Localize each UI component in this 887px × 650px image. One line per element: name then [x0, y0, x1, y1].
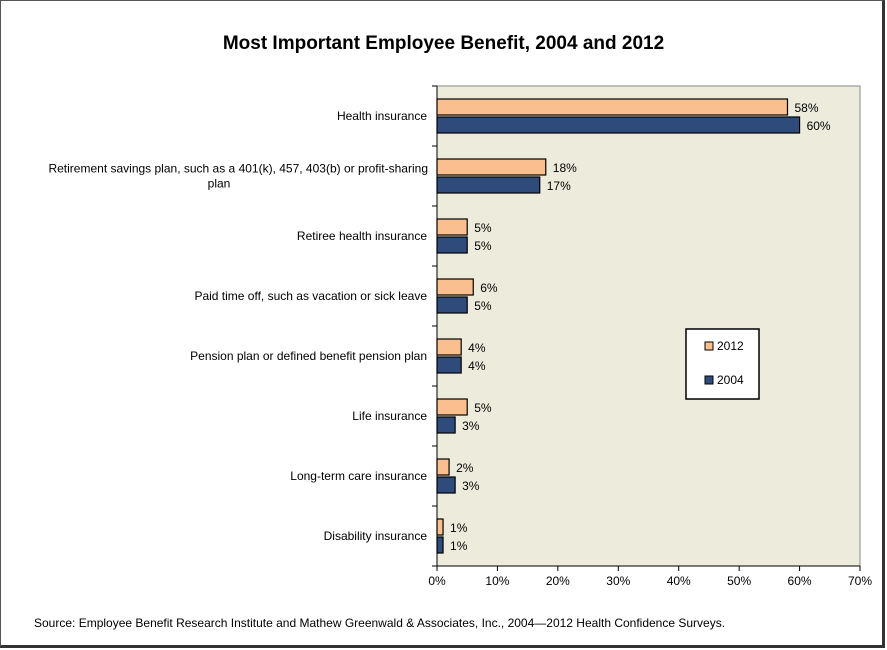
x-tick-label: 30% [606, 574, 630, 588]
data-label: 5% [474, 401, 492, 415]
plot-area [436, 85, 861, 567]
x-tick-label: 60% [788, 574, 812, 588]
data-label: 4% [468, 359, 486, 373]
x-tick-label: 50% [727, 574, 751, 588]
x-tick-label: 20% [546, 574, 570, 588]
x-tick-label: 10% [485, 574, 509, 588]
legend [685, 328, 760, 400]
category-label: Retiree health insurance [297, 229, 427, 243]
data-label: 60% [807, 119, 831, 133]
legend-swatch-2012 [704, 341, 714, 351]
data-label: 3% [462, 419, 480, 433]
bar-2012 [436, 278, 474, 296]
bar-2004 [436, 536, 444, 554]
data-label: 18% [553, 161, 577, 175]
category-label: Pension plan or defined benefit pension … [190, 349, 427, 363]
category-label: Long-term care insurance [290, 469, 427, 483]
data-label: 1% [450, 539, 468, 553]
data-label: 3% [462, 479, 480, 493]
category-label: Paid time off, such as vacation or sick … [194, 289, 427, 303]
data-label: 1% [450, 521, 468, 535]
bar-2004 [436, 116, 801, 134]
category-label: Disability insurance [324, 529, 428, 543]
bar-2004 [436, 416, 456, 434]
x-tick-label: 40% [667, 574, 691, 588]
source-note: Source: Employee Benefit Research Instit… [34, 616, 726, 630]
bar-2012 [436, 98, 789, 116]
bar-2004 [436, 476, 456, 494]
legend-label: 2012 [717, 339, 744, 353]
data-label: 5% [474, 221, 492, 235]
chart-title: Most Important Employee Benefit, 2004 an… [222, 33, 665, 54]
category-label: Retirement savings plan, such as a 401(k… [48, 162, 428, 176]
x-tick-label: 70% [848, 574, 872, 588]
bar-2004 [436, 176, 541, 194]
data-label: 5% [474, 299, 492, 313]
bar-2004 [436, 236, 468, 254]
data-label: 6% [480, 281, 498, 295]
data-label: 58% [794, 101, 818, 115]
data-label: 5% [474, 239, 492, 253]
data-label: 2% [456, 461, 474, 475]
bar-2012 [436, 458, 450, 476]
bar-2012 [436, 398, 468, 416]
bar-2012 [436, 518, 444, 536]
legend-label: 2004 [717, 373, 744, 387]
data-label: 4% [468, 341, 486, 355]
bar-2012 [436, 218, 468, 236]
category-label: plan [208, 177, 231, 191]
category-label: Health insurance [337, 109, 427, 123]
category-label: Life insurance [352, 409, 427, 423]
data-label: 17% [547, 179, 571, 193]
x-tick-label: 0% [428, 574, 446, 588]
bar-2012 [436, 338, 462, 356]
legend-swatch-2004 [704, 375, 714, 385]
bar-2012 [436, 158, 547, 176]
bar-2004 [436, 296, 468, 314]
bar-2004 [436, 356, 462, 374]
